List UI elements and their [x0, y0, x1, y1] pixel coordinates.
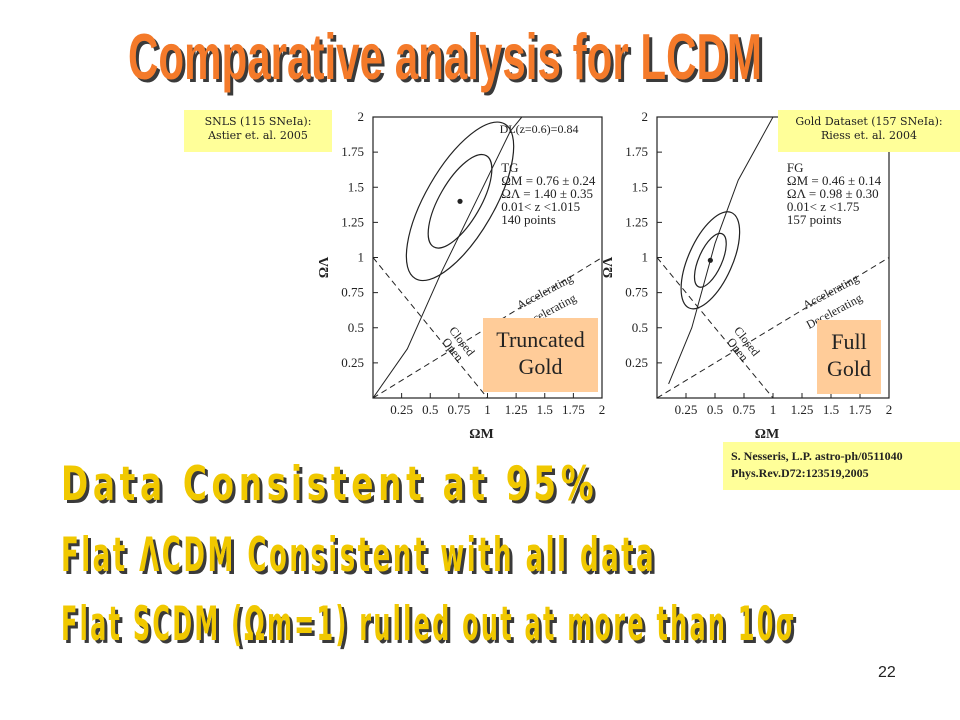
- reference-line: Riess et. al. 2004: [820, 129, 918, 142]
- slide-title-text: Comparative analysis for LCDM: [128, 21, 762, 93]
- slide-title-shadow: Comparative analysis for LCDM: [131, 24, 765, 96]
- plot-truncated-gold: 0.25 0.5 0.75 1 1.25 1.5 1.75 2 0.25 0.5 0.75 1 1.25…: [317, 109, 606, 442]
- sample-info-line: 0.01< z <1.015: [501, 199, 580, 214]
- label-line: Gold: [827, 356, 871, 381]
- sample-info-line: 0.01< z <1.75: [787, 199, 859, 214]
- confidence-ellipse-outer: [405, 121, 515, 282]
- x-tick-label: 1.5: [823, 402, 839, 417]
- reference-gold: Gold Dataset (157 SNeIa): Riess et. al. …: [778, 110, 960, 152]
- x-tick-label: 2: [599, 402, 606, 417]
- reference-line: S. Nesseris, L.P. astro-ph/0511040: [731, 449, 903, 463]
- reference-line: Astier et. al. 2005: [208, 129, 308, 142]
- y-tick-label: 0.5: [632, 320, 648, 335]
- x-tick-label: 0.5: [707, 402, 723, 417]
- sample-info-line: ΩM = 0.76 ± 0.24: [501, 173, 596, 188]
- y-tick-label: 0.25: [625, 355, 648, 370]
- plots-area: 0.25 0.5 0.75 1 1.25 1.5 1.75 2 0.25 0.5 0.75 1 1.25…: [317, 109, 893, 442]
- reference-line: Gold Dataset (157 SNeIa):: [795, 115, 943, 128]
- y-tick-label: 2: [358, 109, 365, 124]
- flat-universe-line: [373, 257, 489, 398]
- headlines: Data Consistent at 95% Data Consistent a…: [61, 456, 800, 654]
- sample-info-line: FG: [787, 160, 804, 175]
- y-tick-label: 1.25: [625, 214, 648, 229]
- label-full-gold: Full Gold: [817, 320, 881, 394]
- best-fit-point: [457, 198, 463, 204]
- y-tick-label: 1.75: [341, 144, 364, 159]
- y-tick-label: 0.5: [348, 320, 364, 335]
- sample-info-line: ΩM = 0.46 ± 0.14: [787, 173, 882, 188]
- headline-2-shadow: Flat ΛCDM Consistent with all data: [64, 531, 659, 585]
- x-tick-label: 1.25: [791, 402, 814, 417]
- plot-full-gold: 0.25 0.5 0.75 1 1.25 1.5 1.75 2 0.25 0.5 0.75 1 1.25…: [601, 109, 893, 442]
- y-tick-label: 1.75: [625, 144, 648, 159]
- y-tick-label: 0.75: [625, 285, 648, 300]
- sample-info-line: ΩΛ = 0.98 ± 0.30: [787, 186, 879, 201]
- y-tick-label: 1.5: [348, 179, 364, 194]
- headline-1-shadow: Data Consistent at 95%: [64, 459, 601, 515]
- x-tick-label: 1.75: [562, 402, 585, 417]
- slide-title: Comparative analysis for LCDM Comparativ…: [128, 21, 765, 96]
- x-tick-label: 1: [770, 402, 777, 417]
- headline-1-text: Data Consistent at 95%: [61, 456, 598, 512]
- reference-nesseris: S. Nesseris, L.P. astro-ph/0511040 Phys.…: [723, 442, 960, 490]
- confidence-ellipse-inner: [693, 232, 727, 288]
- y-axis-label: ΩΛ: [317, 257, 332, 278]
- confidence-ellipse-outer: [680, 211, 741, 310]
- x-tick-label: 2: [886, 402, 893, 417]
- headline-3-shadow: Flat SCDM (Ωm=1) rulled out at more than…: [64, 599, 800, 654]
- label-truncated-gold: Truncated Gold: [483, 318, 598, 392]
- x-tick-label: 1.75: [849, 402, 872, 417]
- x-tick-label: 1.25: [505, 402, 528, 417]
- flat-universe-line: [657, 257, 774, 398]
- confidence-ellipse-inner: [427, 153, 493, 249]
- acceleration-line: [657, 257, 889, 398]
- x-tick-label: 0.25: [390, 402, 413, 417]
- sample-info-line: 157 points: [787, 212, 842, 227]
- x-tick-label: 1.5: [537, 402, 553, 417]
- best-fit-point: [707, 257, 713, 263]
- y-tick-label: 0.25: [341, 355, 364, 370]
- label-line: Full: [831, 329, 867, 354]
- sample-info-line: 140 points: [501, 212, 556, 227]
- y-tick-label: 0.75: [341, 285, 364, 300]
- x-axis-label: ΩM: [469, 427, 493, 442]
- x-tick-label: 1: [484, 402, 491, 417]
- reference-line: Phys.Rev.D72:123519,2005: [731, 466, 869, 480]
- headline-2: Flat ΛCDM Consistent with all data Flat …: [61, 528, 659, 585]
- plot-inner: [657, 117, 889, 398]
- x-tick-label: 0.75: [448, 402, 471, 417]
- headline-1: Data Consistent at 95% Data Consistent a…: [61, 456, 601, 515]
- x-axis-label: ΩM: [755, 427, 779, 442]
- y-tick-label: 1.5: [632, 179, 648, 194]
- headline-3: Flat SCDM (Ωm=1) rulled out at more than…: [61, 596, 800, 654]
- reference-snls: SNLS (115 SNeIa): Astier et. al. 2005: [184, 110, 332, 152]
- headline-2-text: Flat ΛCDM Consistent with all data: [61, 528, 656, 582]
- y-tick-label: 1: [642, 250, 649, 265]
- sample-info-line: ΩΛ = 1.40 ± 0.35: [501, 186, 593, 201]
- reference-line: SNLS (115 SNeIa):: [204, 115, 312, 128]
- label-line: Truncated: [496, 327, 585, 352]
- sample-info-line: TG: [501, 160, 518, 175]
- curve-label: DL(z=0.6)=0.84: [500, 122, 579, 136]
- x-tick-label: 0.5: [422, 402, 438, 417]
- label-line: Gold: [518, 354, 563, 379]
- headline-3-text: Flat SCDM (Ωm=1) rulled out at more than…: [61, 596, 797, 651]
- y-tick-label: 1: [358, 250, 365, 265]
- page-number: 22: [878, 664, 896, 681]
- y-tick-label: 2: [642, 109, 649, 124]
- x-tick-label: 0.75: [733, 402, 756, 417]
- x-tick-label: 0.25: [675, 402, 698, 417]
- y-tick-label: 1.25: [341, 214, 364, 229]
- y-axis-label: ΩΛ: [601, 257, 616, 278]
